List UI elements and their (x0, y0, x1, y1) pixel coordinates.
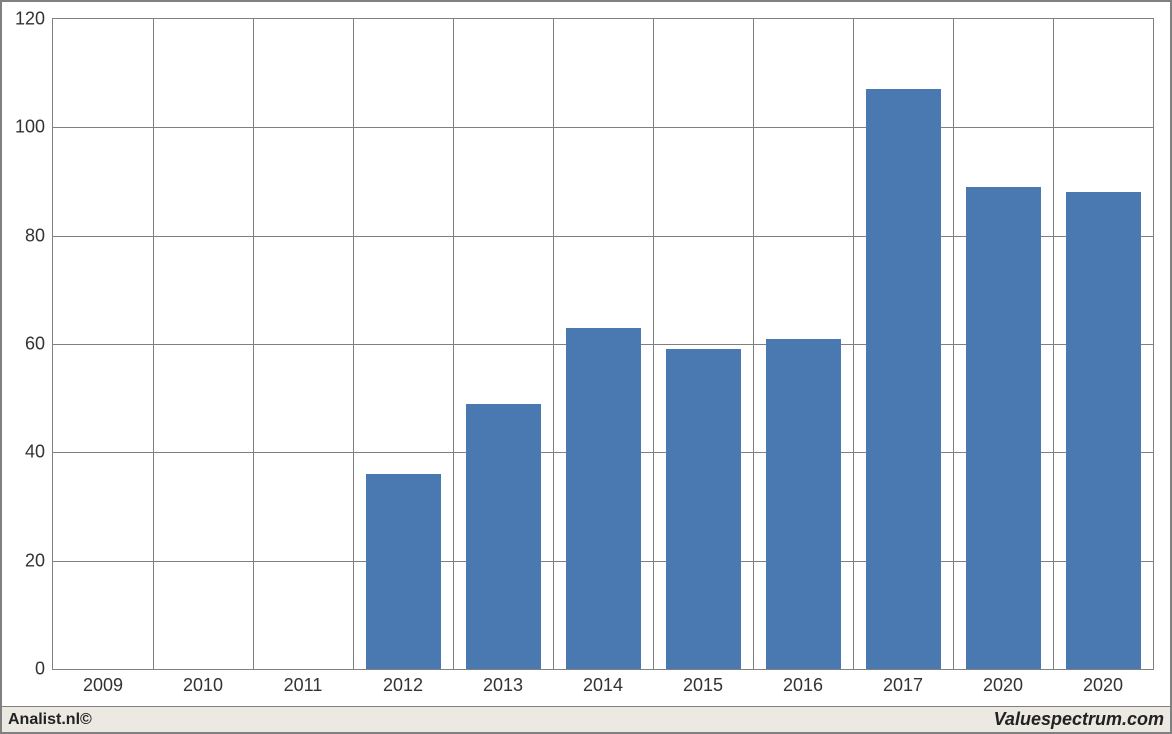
bar-2015 (666, 349, 741, 669)
y-tick-label: 100 (15, 117, 53, 138)
footer-right-label: Valuespectrum.com (994, 709, 1164, 730)
y-tick-label: 20 (25, 550, 53, 571)
x-tick-label: 2017 (883, 669, 923, 696)
x-tick-label: 2015 (683, 669, 723, 696)
chart-frame: 0 20 40 60 80 100 120 2009 2010 2011 2012 2013 2014 2… (0, 0, 1172, 734)
gridline-v (853, 19, 854, 669)
gridline-v (953, 19, 954, 669)
gridline-v (253, 19, 254, 669)
x-tick-label: 2020 (1083, 669, 1123, 696)
gridline-v (553, 19, 554, 669)
y-tick-label: 60 (25, 334, 53, 355)
footer-left-label: Analist.nl© (8, 711, 92, 729)
x-tick-label: 2011 (284, 669, 323, 696)
plot-wrap: 0 20 40 60 80 100 120 2009 2010 2011 2012 2013 2014 2… (2, 2, 1170, 706)
gridline-v (153, 19, 154, 669)
bar-2013 (466, 404, 541, 669)
gridline-h (53, 127, 1153, 128)
gridline-v (353, 19, 354, 669)
bar-2012 (366, 474, 441, 669)
y-tick-label: 120 (15, 9, 53, 30)
bar-2016 (766, 339, 841, 669)
bar-2020 (966, 187, 1041, 669)
x-tick-label: 2014 (583, 669, 623, 696)
bar-2014 (566, 328, 641, 669)
x-tick-label: 2010 (183, 669, 223, 696)
bar-2020 (1066, 192, 1141, 669)
x-tick-label: 2012 (383, 669, 423, 696)
gridline-v (1053, 19, 1054, 669)
y-tick-label: 40 (25, 442, 53, 463)
x-tick-label: 2013 (483, 669, 523, 696)
gridline-v (453, 19, 454, 669)
gridline-v (653, 19, 654, 669)
gridline-v (753, 19, 754, 669)
x-tick-label: 2009 (83, 669, 123, 696)
bar-2017 (866, 89, 941, 669)
x-tick-label: 2020 (983, 669, 1023, 696)
footer-strip: Analist.nl© Valuespectrum.com (2, 706, 1170, 732)
y-tick-label: 80 (25, 225, 53, 246)
y-tick-label: 0 (35, 659, 53, 680)
x-tick-label: 2016 (783, 669, 823, 696)
plot-area: 0204060801001202009201020112012201320142… (52, 18, 1154, 670)
